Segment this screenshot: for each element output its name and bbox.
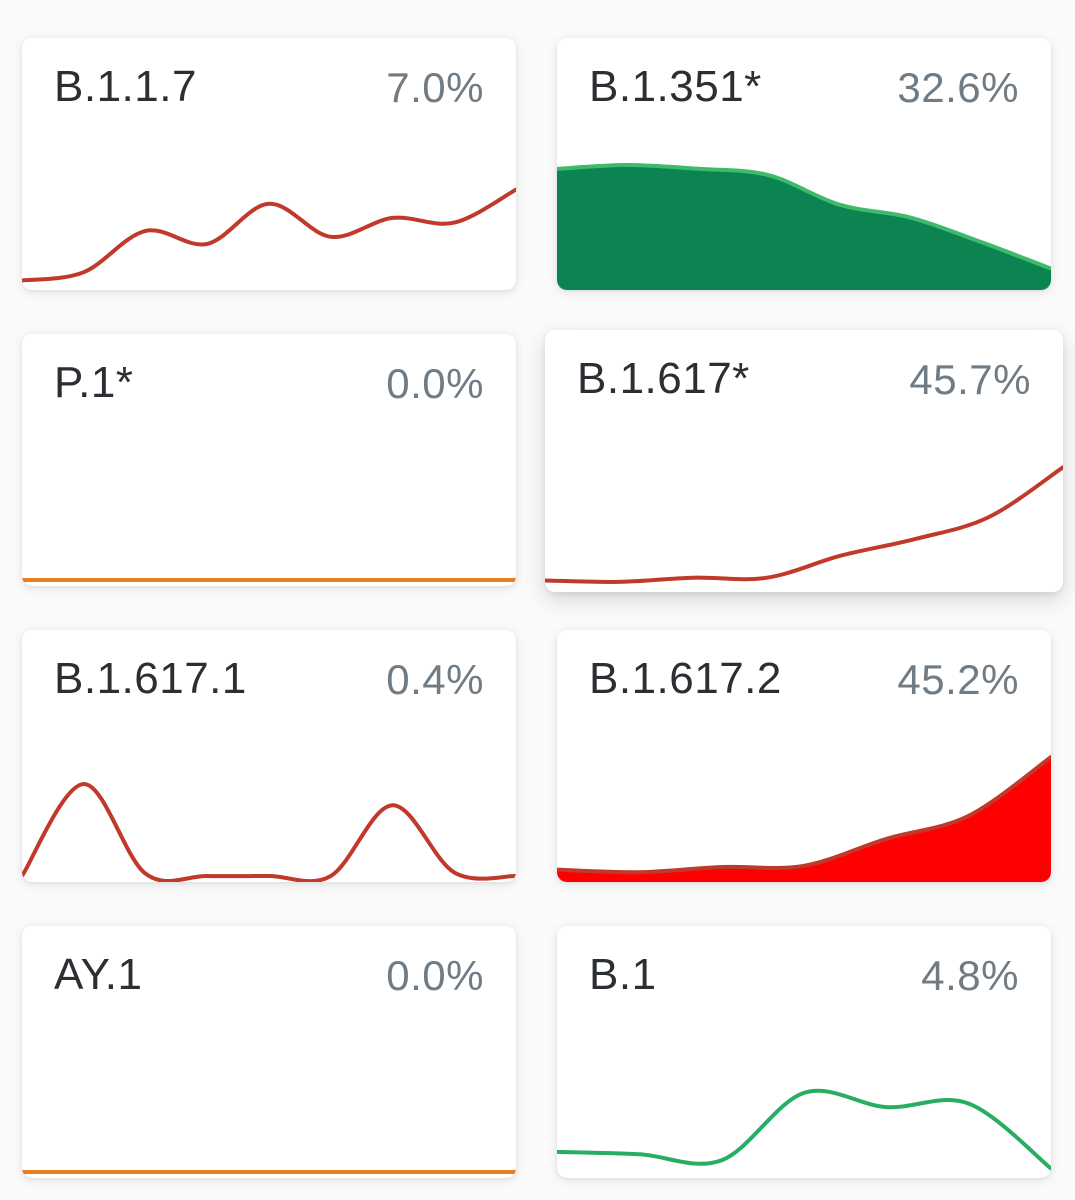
trend-sparkline [22, 578, 516, 582]
variant-name: B.1.617.1 [54, 654, 247, 703]
trend-line [545, 465, 1063, 584]
variant-percent: 0.4% [386, 656, 484, 703]
trend-sparkline [22, 1170, 516, 1174]
variant-card-b16171[interactable]: B.1.617.1 0.4% [22, 630, 516, 882]
trend-area [557, 165, 1051, 290]
trend-sparkline [22, 187, 516, 283]
trend-sparkline [22, 781, 516, 882]
variant-card-b16172[interactable]: B.1.617.2 45.2% [557, 630, 1051, 882]
variant-name: P.1* [54, 358, 134, 407]
variant-name: B.1.617.2 [589, 654, 782, 703]
trend-sparkline [557, 162, 1051, 290]
trend-line [22, 781, 516, 882]
variant-card-b1617[interactable]: B.1.617* 45.7% [545, 330, 1063, 592]
trend-line [557, 755, 1051, 875]
variant-percent: 7.0% [386, 64, 484, 111]
variant-percent: 0.0% [386, 952, 484, 999]
variant-card-ay1[interactable]: AY.1 0.0% [22, 926, 516, 1178]
variant-percent: 45.7% [909, 356, 1031, 403]
variant-percent: 32.6% [897, 64, 1019, 111]
variant-card-p1[interactable]: P.1* 0.0% [22, 334, 516, 586]
variant-name: B.1 [589, 950, 657, 999]
variant-card-b1351[interactable]: B.1.351* 32.6% [557, 38, 1051, 290]
trend-line [557, 1088, 1051, 1171]
variant-percent: 45.2% [897, 656, 1019, 703]
trend-line [557, 162, 1051, 271]
trend-line [22, 187, 516, 283]
variant-percent: 0.0% [386, 360, 484, 407]
trend-area [557, 757, 1051, 882]
variant-name: B.1.351* [589, 62, 762, 111]
variant-name: B.1.1.7 [54, 62, 197, 111]
variant-card-b117[interactable]: B.1.1.7 7.0% [22, 38, 516, 290]
trend-sparkline [557, 1088, 1051, 1171]
variant-name: AY.1 [54, 950, 143, 999]
variant-percent: 4.8% [921, 952, 1019, 999]
trend-sparkline [557, 755, 1051, 882]
variant-name: B.1.617* [577, 354, 750, 403]
variant-card-b1[interactable]: B.1 4.8% [557, 926, 1051, 1178]
trend-sparkline [545, 465, 1063, 584]
